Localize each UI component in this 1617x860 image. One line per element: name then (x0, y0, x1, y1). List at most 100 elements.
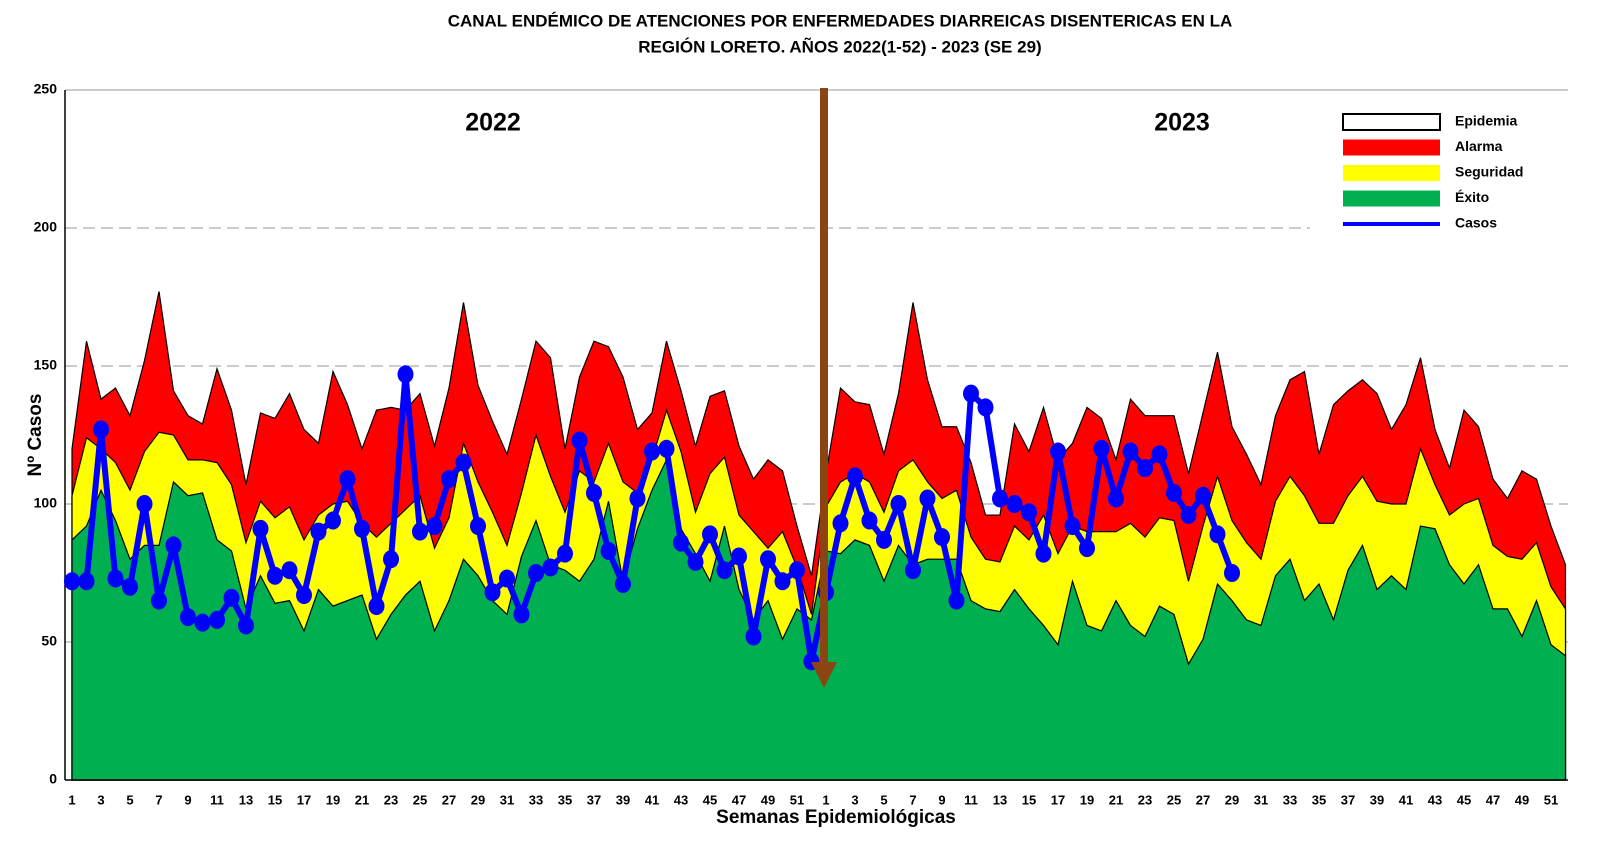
point (499, 569, 515, 588)
x-tick-label: 27 (1196, 792, 1210, 807)
x-tick-label: 45 (1457, 792, 1471, 807)
point (774, 572, 791, 591)
arrow-head (811, 662, 837, 688)
point (905, 561, 921, 580)
point (426, 517, 443, 536)
year-label: 2022 (465, 109, 521, 137)
x-tick-label: 21 (355, 792, 369, 807)
point (919, 489, 936, 508)
y-tick-label: 250 (34, 81, 58, 97)
point (1224, 564, 1240, 582)
point (339, 470, 356, 489)
point (716, 561, 733, 580)
x-tick-label: 21 (1109, 792, 1123, 807)
point (238, 616, 254, 635)
point (1035, 544, 1052, 563)
x-tick-label: 15 (1022, 792, 1036, 807)
point (992, 489, 1008, 508)
x-tick-label: 19 (1080, 792, 1094, 807)
x-tick-label: 11 (964, 792, 978, 807)
arrow-shaft (820, 88, 828, 668)
x-tick-label: 33 (529, 792, 543, 807)
point (977, 398, 994, 417)
point (890, 495, 907, 513)
legend-swatch (1342, 113, 1441, 131)
x-tick-label: 51 (790, 792, 804, 807)
legend-label: Éxito (1455, 189, 1489, 205)
x-tick-label: 5 (880, 792, 887, 807)
point (1079, 539, 1095, 558)
point (600, 541, 617, 560)
x-tick-label: 17 (1051, 792, 1065, 807)
point (180, 608, 196, 627)
point (209, 610, 225, 629)
point (731, 547, 747, 566)
x-tick-label: 5 (126, 792, 133, 807)
point (1137, 459, 1153, 478)
x-tick-label: 7 (155, 792, 162, 807)
point (542, 558, 559, 577)
chart-title: REGIÓN LORETO. AÑOS 2022(1-52) - 2023 (S… (638, 36, 1041, 56)
x-tick-label: 41 (1399, 792, 1413, 807)
point (1006, 495, 1023, 513)
x-tick-label: 33 (1283, 792, 1297, 807)
point (412, 522, 428, 541)
x-tick-label: 13 (239, 792, 253, 807)
x-tick-label: 35 (558, 792, 572, 807)
point (948, 591, 965, 610)
chart-title: CANAL ENDÉMICO DE ATENCIONES POR ENFERME… (448, 11, 1233, 30)
x-tick-label: 11 (210, 792, 224, 807)
legend-label: Seguridad (1455, 164, 1523, 180)
y-tick-label: 100 (34, 495, 58, 511)
point (586, 483, 602, 502)
x-tick-label: 1 (68, 792, 75, 807)
legend-label: Epidemia (1455, 113, 1517, 129)
x-tick-label: 27 (442, 792, 456, 807)
point (1108, 489, 1124, 508)
point (513, 605, 530, 624)
x-tick-label: 29 (471, 792, 485, 807)
y-tick-label: 0 (49, 771, 57, 787)
y-tick-label: 150 (34, 357, 58, 373)
point (267, 566, 283, 585)
x-tick-label: 23 (1138, 792, 1152, 807)
point (1195, 486, 1211, 505)
x-tick-label: 37 (1341, 792, 1355, 807)
point (745, 627, 762, 646)
point (136, 495, 153, 513)
point (1093, 439, 1110, 458)
x-tick-label: 17 (297, 792, 311, 807)
point (673, 533, 689, 552)
legend-label: Casos (1455, 215, 1497, 231)
point (629, 489, 646, 508)
point (310, 522, 327, 541)
y-axis-label: Nº Casos (25, 394, 46, 477)
y-tick-label: 200 (34, 219, 58, 235)
point (354, 519, 370, 538)
year-label: 2023 (1154, 109, 1210, 137)
x-tick-label: 51 (1544, 792, 1558, 807)
x-tick-label: 9 (184, 792, 191, 807)
point (484, 583, 501, 602)
point (1209, 525, 1226, 544)
x-tick-label: 9 (938, 792, 945, 807)
x-tick-label: 3 (851, 792, 858, 807)
point (151, 591, 167, 610)
point (296, 586, 312, 605)
legend-swatch (1343, 165, 1440, 181)
x-tick-label: 1 (822, 792, 829, 807)
x-tick-label: 23 (384, 792, 398, 807)
point (194, 613, 211, 632)
point (1064, 517, 1081, 536)
point (107, 569, 124, 588)
point (687, 552, 704, 571)
point (1151, 445, 1168, 464)
point (252, 519, 269, 538)
x-tick-label: 49 (761, 792, 775, 807)
point (455, 453, 472, 472)
point (281, 561, 298, 580)
x-tick-label: 25 (413, 792, 427, 807)
point (1122, 442, 1139, 461)
point (325, 511, 341, 530)
